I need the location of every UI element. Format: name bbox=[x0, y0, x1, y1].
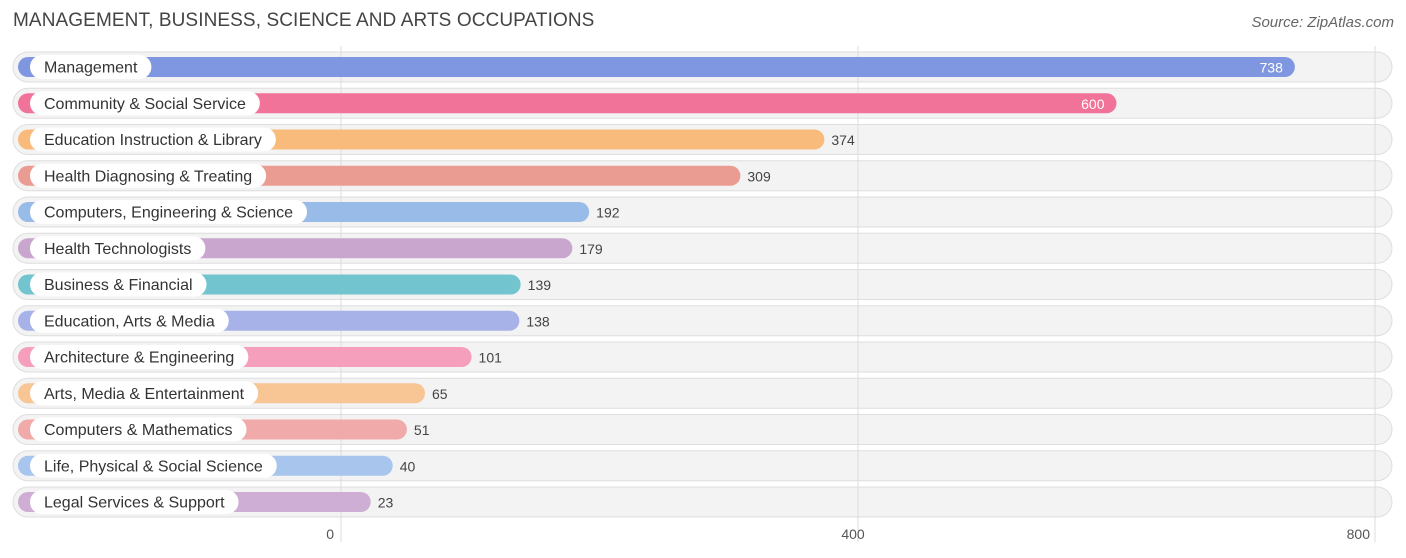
category-label-pill bbox=[30, 127, 276, 152]
value-label: 65 bbox=[432, 386, 448, 402]
source-label: Source: ZipAtlas.com bbox=[1251, 14, 1394, 31]
category-label: Education Instruction & Library bbox=[44, 132, 262, 149]
category-label-pill bbox=[30, 272, 207, 297]
category-label: Management bbox=[44, 60, 138, 77]
value-label: 138 bbox=[526, 313, 550, 329]
bars: Management 738 Community & Social Service 6… bbox=[18, 55, 1295, 514]
category-label: Business & Financial bbox=[44, 277, 193, 294]
category-label-pill bbox=[30, 381, 259, 406]
category-label-pill bbox=[30, 417, 247, 442]
category-label: Architecture & Engineering bbox=[44, 350, 234, 367]
bar bbox=[18, 57, 1295, 77]
value-label: 192 bbox=[596, 205, 620, 221]
value-label: 23 bbox=[378, 495, 394, 511]
category-label-pill bbox=[30, 91, 260, 116]
value-label: 40 bbox=[400, 458, 416, 474]
category-label: Life, Physical & Social Science bbox=[44, 458, 263, 475]
chart-title: MANAGEMENT, BUSINESS, SCIENCE AND ARTS O… bbox=[13, 10, 595, 31]
value-label: 309 bbox=[747, 168, 771, 184]
category-label-pill bbox=[30, 200, 308, 224]
x-tick-label: 800 bbox=[1347, 526, 1371, 542]
category-label-pill bbox=[30, 236, 206, 261]
value-label: 101 bbox=[479, 350, 503, 366]
value-label: 139 bbox=[528, 277, 552, 293]
category-label-pill bbox=[30, 345, 249, 369]
category-label-pill bbox=[30, 55, 152, 79]
x-tick-label: 0 bbox=[326, 526, 334, 542]
category-label: Arts, Media & Entertainment bbox=[44, 386, 245, 403]
category-label-pill bbox=[30, 163, 267, 188]
value-label: 374 bbox=[831, 132, 855, 148]
category-label-pill bbox=[30, 308, 229, 333]
category-label: Health Diagnosing & Treating bbox=[44, 168, 252, 185]
bar bbox=[18, 93, 1117, 114]
value-label: 51 bbox=[414, 422, 430, 438]
category-label: Computers & Mathematics bbox=[44, 422, 233, 439]
category-label: Legal Services & Support bbox=[44, 495, 225, 512]
x-axis: 0 400 800 bbox=[326, 526, 1370, 542]
category-label: Health Technologists bbox=[44, 241, 191, 258]
category-label: Computers, Engineering & Science bbox=[44, 205, 293, 222]
category-label-pill bbox=[30, 453, 277, 478]
value-label: 600 bbox=[1081, 96, 1105, 112]
value-label: 738 bbox=[1260, 60, 1284, 76]
value-label: 179 bbox=[579, 241, 603, 257]
category-label-pill bbox=[30, 490, 239, 514]
category-label: Education, Arts & Media bbox=[44, 313, 215, 330]
x-tick-label: 400 bbox=[841, 526, 865, 542]
category-label: Community & Social Service bbox=[44, 96, 246, 113]
